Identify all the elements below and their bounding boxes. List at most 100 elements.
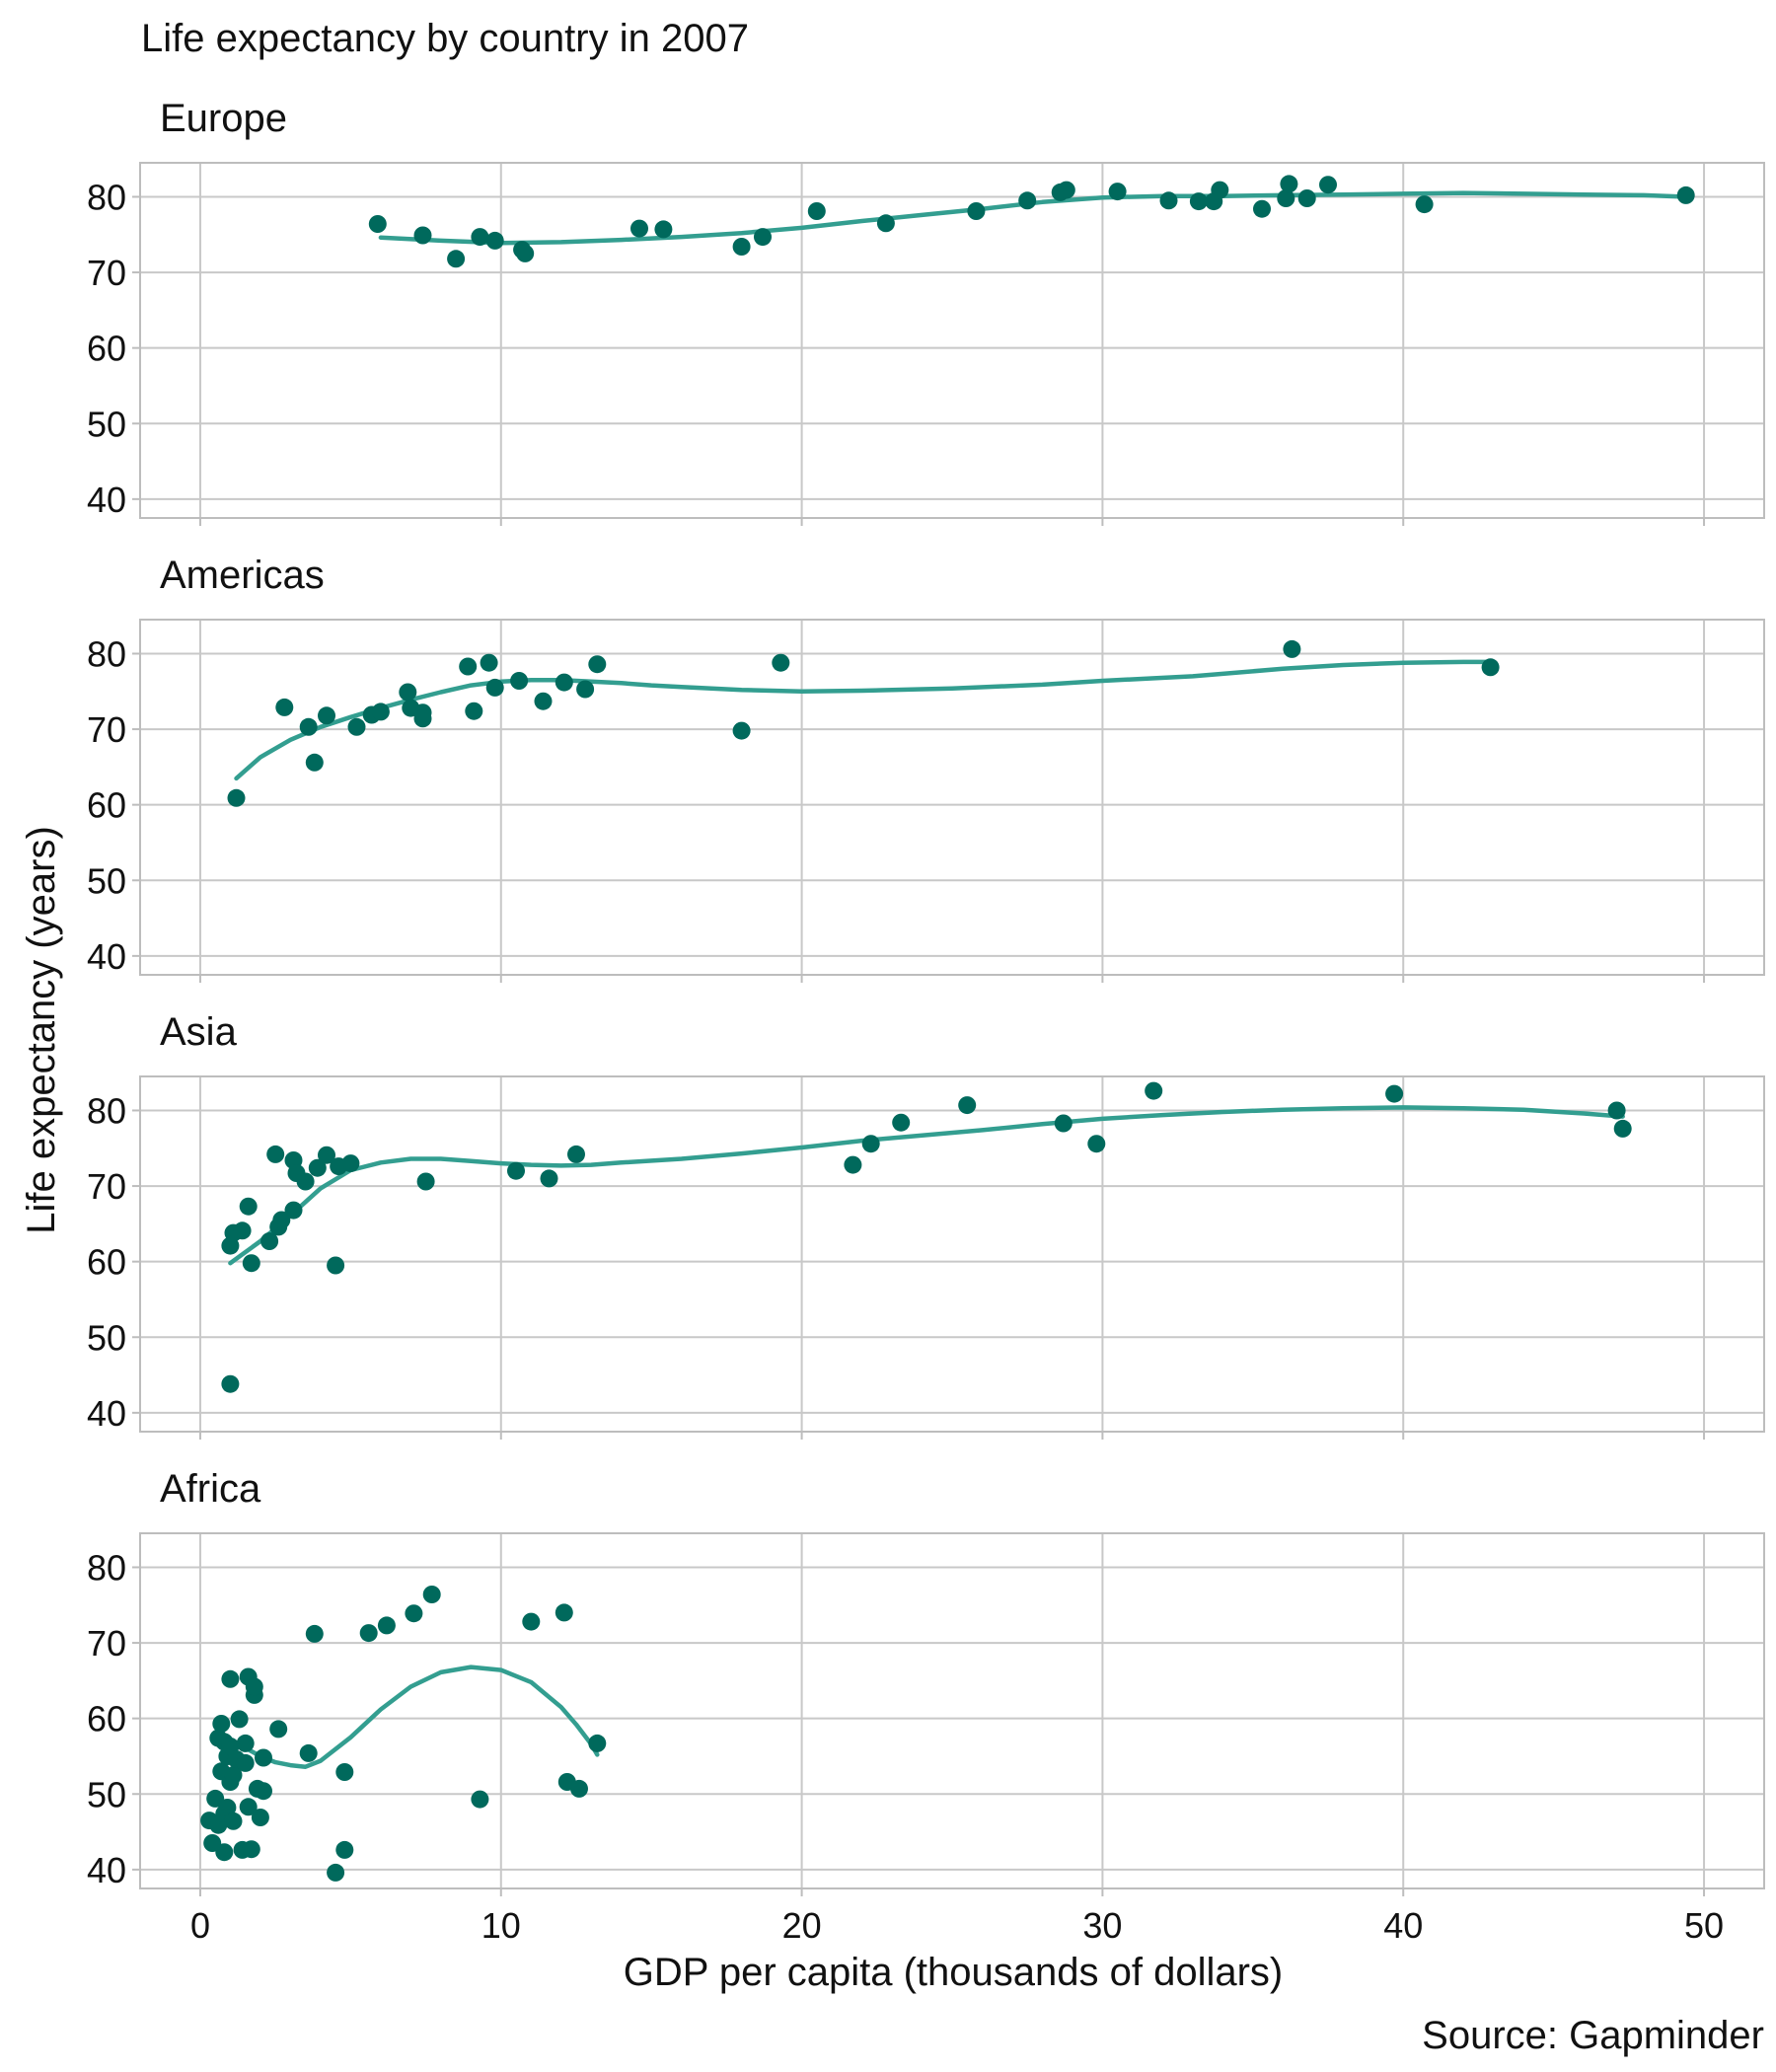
facet-africa: Africa 40 50 60 70 80 0 10 20 30 40 50 xyxy=(87,1467,1765,1946)
y-tick-label: 50 xyxy=(87,1317,126,1358)
x-tick-label: 10 xyxy=(481,1905,521,1946)
panel-frame xyxy=(139,619,1765,976)
facet-label: Europe xyxy=(160,97,287,140)
data-point xyxy=(510,672,529,690)
data-point xyxy=(732,721,751,740)
panel-frame xyxy=(139,162,1765,519)
data-point xyxy=(305,753,324,772)
facet-label: Americas xyxy=(160,554,325,597)
y-tick-label: 70 xyxy=(87,1166,126,1207)
y-tick-label: 80 xyxy=(87,177,126,217)
data-point xyxy=(308,1158,327,1177)
data-point xyxy=(413,226,432,245)
data-point xyxy=(327,1256,345,1275)
data-point xyxy=(507,1161,525,1180)
data-point xyxy=(1676,185,1695,204)
x-tick-label: 30 xyxy=(1082,1905,1122,1946)
data-point xyxy=(807,202,826,220)
data-point xyxy=(555,1603,573,1622)
data-point xyxy=(1613,1119,1632,1138)
data-point xyxy=(215,1843,234,1862)
x-tick-label: 40 xyxy=(1383,1905,1423,1946)
data-point xyxy=(236,1734,255,1752)
y-tick-label: 40 xyxy=(87,936,126,977)
data-point xyxy=(485,678,504,697)
data-point xyxy=(230,1710,249,1729)
data-point xyxy=(471,228,489,247)
data-point xyxy=(630,219,648,238)
data-point xyxy=(1385,1084,1404,1103)
data-point xyxy=(588,655,607,674)
panel-frame xyxy=(139,1532,1765,1889)
data-point xyxy=(335,1763,354,1781)
data-point xyxy=(732,238,751,256)
data-point xyxy=(447,250,466,268)
data-point xyxy=(318,706,335,725)
data-point xyxy=(260,1232,279,1250)
y-tick-label: 60 xyxy=(87,1699,126,1739)
y-tick-label: 60 xyxy=(87,785,126,826)
data-point xyxy=(296,1172,315,1191)
data-point xyxy=(399,683,417,702)
y-tick-label: 40 xyxy=(87,1850,126,1890)
data-point xyxy=(1319,176,1337,194)
data-point xyxy=(1108,183,1127,201)
facet-asia: Asia 40 50 60 70 80 xyxy=(87,1010,1765,1440)
data-point xyxy=(1283,639,1301,658)
data-point xyxy=(221,1669,240,1688)
smooth-line xyxy=(228,1665,600,1769)
data-point xyxy=(892,1113,911,1132)
data-point xyxy=(251,1809,269,1826)
smooth-line xyxy=(378,190,1688,246)
data-point xyxy=(516,244,535,262)
data-point xyxy=(377,1616,396,1635)
y-tick-label: 70 xyxy=(87,709,126,750)
data-point xyxy=(1607,1101,1626,1120)
data-point xyxy=(967,202,986,220)
data-point xyxy=(1277,189,1295,207)
data-point xyxy=(227,788,246,807)
data-point xyxy=(1189,192,1208,211)
data-point xyxy=(212,1715,231,1733)
data-point xyxy=(654,220,673,239)
data-point xyxy=(299,717,318,736)
data-point xyxy=(224,1766,243,1785)
data-point xyxy=(567,1145,585,1163)
data-point xyxy=(465,702,483,720)
data-point xyxy=(1481,658,1500,677)
data-point xyxy=(318,1146,335,1164)
data-point xyxy=(576,680,595,699)
smooth-line xyxy=(228,1105,1625,1266)
y-tick-label: 80 xyxy=(87,1547,126,1588)
data-point xyxy=(1145,1081,1163,1100)
chart-caption: Source: Gapminder xyxy=(1422,2014,1764,2057)
data-point xyxy=(242,1254,260,1273)
data-point xyxy=(570,1779,588,1798)
data-point xyxy=(327,1863,345,1882)
data-point xyxy=(359,1624,378,1643)
chart-title: Life expectancy by country in 2007 xyxy=(141,17,749,60)
y-tick-label: 70 xyxy=(87,253,126,293)
facets: Europe 40 50 60 70 80 Americas 40 50 60 70 80 Asia 40… xyxy=(87,97,1765,1946)
data-point xyxy=(1159,191,1178,210)
data-point xyxy=(371,703,390,721)
data-point xyxy=(269,1720,288,1739)
data-point xyxy=(471,1790,489,1809)
data-point xyxy=(341,1154,360,1173)
x-tick-label: 20 xyxy=(782,1905,822,1946)
data-point xyxy=(245,1677,263,1696)
data-point xyxy=(1415,195,1434,214)
data-point xyxy=(221,1374,240,1393)
data-point xyxy=(239,1798,258,1816)
data-point xyxy=(416,1172,435,1191)
data-point xyxy=(284,1201,303,1220)
data-point xyxy=(405,1604,423,1623)
data-point xyxy=(534,692,553,710)
y-tick-label: 60 xyxy=(87,1242,126,1283)
data-point xyxy=(1054,1114,1073,1133)
data-point xyxy=(1280,175,1298,193)
data-point xyxy=(754,228,772,247)
data-point xyxy=(861,1135,880,1153)
data-point xyxy=(272,1211,291,1229)
y-tick-label: 80 xyxy=(87,633,126,674)
